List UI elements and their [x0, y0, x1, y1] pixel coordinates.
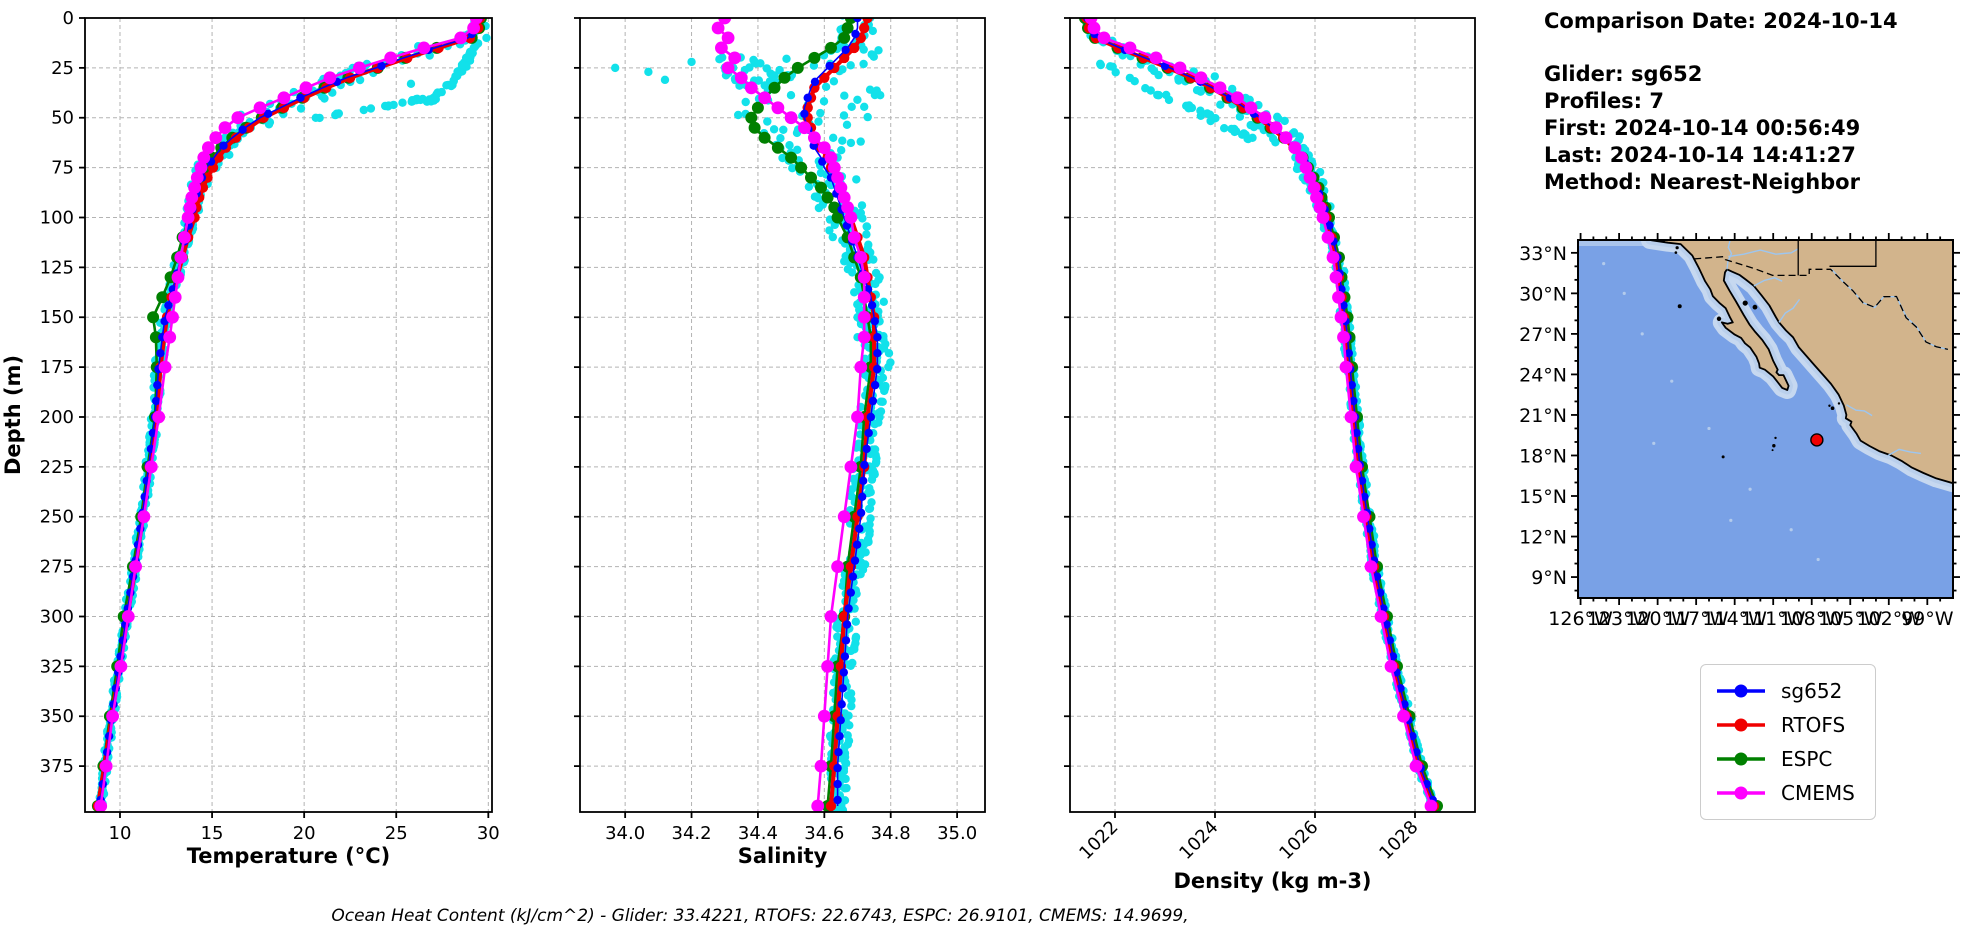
- legend-line-icon: [1717, 786, 1765, 800]
- svg-text:108°W: 108°W: [1779, 608, 1844, 630]
- svg-text:Density (kg m-3): Density (kg m-3): [1173, 869, 1371, 893]
- svg-text:34.4: 34.4: [738, 823, 778, 844]
- legend-line-icon: [1717, 684, 1765, 698]
- svg-text:125: 125: [40, 257, 74, 278]
- svg-text:102°W: 102°W: [1857, 608, 1922, 630]
- svg-text:275: 275: [40, 557, 74, 578]
- svg-text:375: 375: [40, 756, 74, 777]
- legend-label: sg652: [1781, 679, 1843, 703]
- method-text: Method: Nearest-Neighbor: [1544, 170, 1860, 194]
- svg-text:225: 225: [40, 457, 74, 478]
- svg-text:1026: 1026: [1275, 817, 1322, 864]
- svg-text:35.0: 35.0: [937, 823, 977, 844]
- svg-text:33°N: 33°N: [1520, 243, 1567, 265]
- svg-text:123°W: 123°W: [1587, 608, 1652, 630]
- location-map: 33°N 30°N 27°N 24°N 21°N 18°N 15°N 12°N 9°N 126°W…: [1520, 233, 1960, 630]
- svg-text:114°W: 114°W: [1702, 608, 1767, 630]
- svg-text:15°N: 15°N: [1520, 486, 1567, 508]
- svg-text:1024: 1024: [1175, 817, 1222, 864]
- first-time-text: First: 2024-10-14 00:56:49: [1544, 116, 1861, 140]
- legend-label: RTOFS: [1781, 713, 1846, 737]
- svg-text:126°W: 126°W: [1548, 608, 1613, 630]
- svg-text:10: 10: [109, 823, 132, 844]
- ohc-footnote: Ocean Heat Content (kJ/cm^2) - Glider: 3…: [331, 906, 1189, 926]
- svg-text:30: 30: [477, 823, 500, 844]
- svg-text:120°W: 120°W: [1625, 608, 1690, 630]
- svg-text:Depth (m): Depth (m): [1, 355, 25, 475]
- svg-text:105°W: 105°W: [1818, 608, 1883, 630]
- legend-line-icon: [1717, 752, 1765, 766]
- svg-text:100: 100: [40, 207, 74, 228]
- last-time-text: Last: 2024-10-14 14:41:27: [1544, 143, 1856, 167]
- svg-text:50: 50: [51, 108, 74, 129]
- svg-text:111°W: 111°W: [1741, 608, 1806, 630]
- svg-text:250: 250: [40, 507, 74, 528]
- svg-text:350: 350: [40, 706, 74, 727]
- svg-text:117°W: 117°W: [1664, 608, 1729, 630]
- temperature-chart: 10 15 20 25 30025507510012515017520022525027…: [1, 8, 500, 868]
- svg-text:25: 25: [51, 58, 74, 79]
- svg-text:75: 75: [51, 158, 74, 179]
- svg-text:30°N: 30°N: [1520, 283, 1567, 305]
- svg-text:20: 20: [293, 823, 316, 844]
- svg-text:1028: 1028: [1375, 817, 1422, 864]
- profiles-count-text: Profiles: 7: [1544, 89, 1665, 113]
- svg-text:21°N: 21°N: [1520, 405, 1567, 427]
- svg-text:34.8: 34.8: [871, 823, 911, 844]
- legend-item-rtofs: RTOFS: [1715, 708, 1855, 742]
- metadata-panel: Comparison Date: 2024-10-14 Glider: sg65…: [1544, 8, 1974, 196]
- svg-text:24°N: 24°N: [1520, 364, 1567, 386]
- spacer: [1544, 35, 1974, 61]
- svg-text:200: 200: [40, 407, 74, 428]
- svg-text:1022: 1022: [1075, 817, 1122, 864]
- legend-line-icon: [1717, 718, 1765, 732]
- glider-position-marker: [1810, 433, 1824, 447]
- legend: sg652 RTOFS ESPC CMEMS: [1700, 664, 1876, 820]
- svg-text:34.2: 34.2: [672, 823, 712, 844]
- comparison-date-text: Comparison Date: 2024-10-14: [1544, 9, 1898, 33]
- legend-label: CMEMS: [1781, 781, 1855, 805]
- svg-text:Temperature (°C): Temperature (°C): [187, 844, 390, 868]
- svg-text:12°N: 12°N: [1520, 527, 1567, 549]
- svg-text:15: 15: [201, 823, 224, 844]
- glider-name-text: Glider: sg652: [1544, 62, 1703, 86]
- svg-text:18°N: 18°N: [1520, 445, 1567, 467]
- svg-text:Salinity: Salinity: [738, 844, 828, 868]
- svg-text:300: 300: [40, 606, 74, 627]
- salinity-chart: 34.0 34.2 34.4 34.6 34.8 35.0 Salinity: [574, 17, 986, 868]
- svg-text:325: 325: [40, 656, 74, 677]
- svg-text:0: 0: [63, 8, 74, 29]
- legend-item-sg652: sg652: [1715, 674, 1855, 708]
- legend-item-espc: ESPC: [1715, 742, 1855, 776]
- svg-text:34.0: 34.0: [605, 823, 645, 844]
- legend-item-cmems: CMEMS: [1715, 776, 1855, 810]
- svg-text:25: 25: [385, 823, 408, 844]
- svg-text:175: 175: [40, 357, 74, 378]
- svg-text:9°N: 9°N: [1531, 567, 1567, 589]
- svg-text:27°N: 27°N: [1520, 324, 1567, 346]
- svg-text:150: 150: [40, 307, 74, 328]
- svg-text:99°W: 99°W: [1901, 608, 1954, 630]
- legend-label: ESPC: [1781, 747, 1833, 771]
- svg-text:34.6: 34.6: [804, 823, 844, 844]
